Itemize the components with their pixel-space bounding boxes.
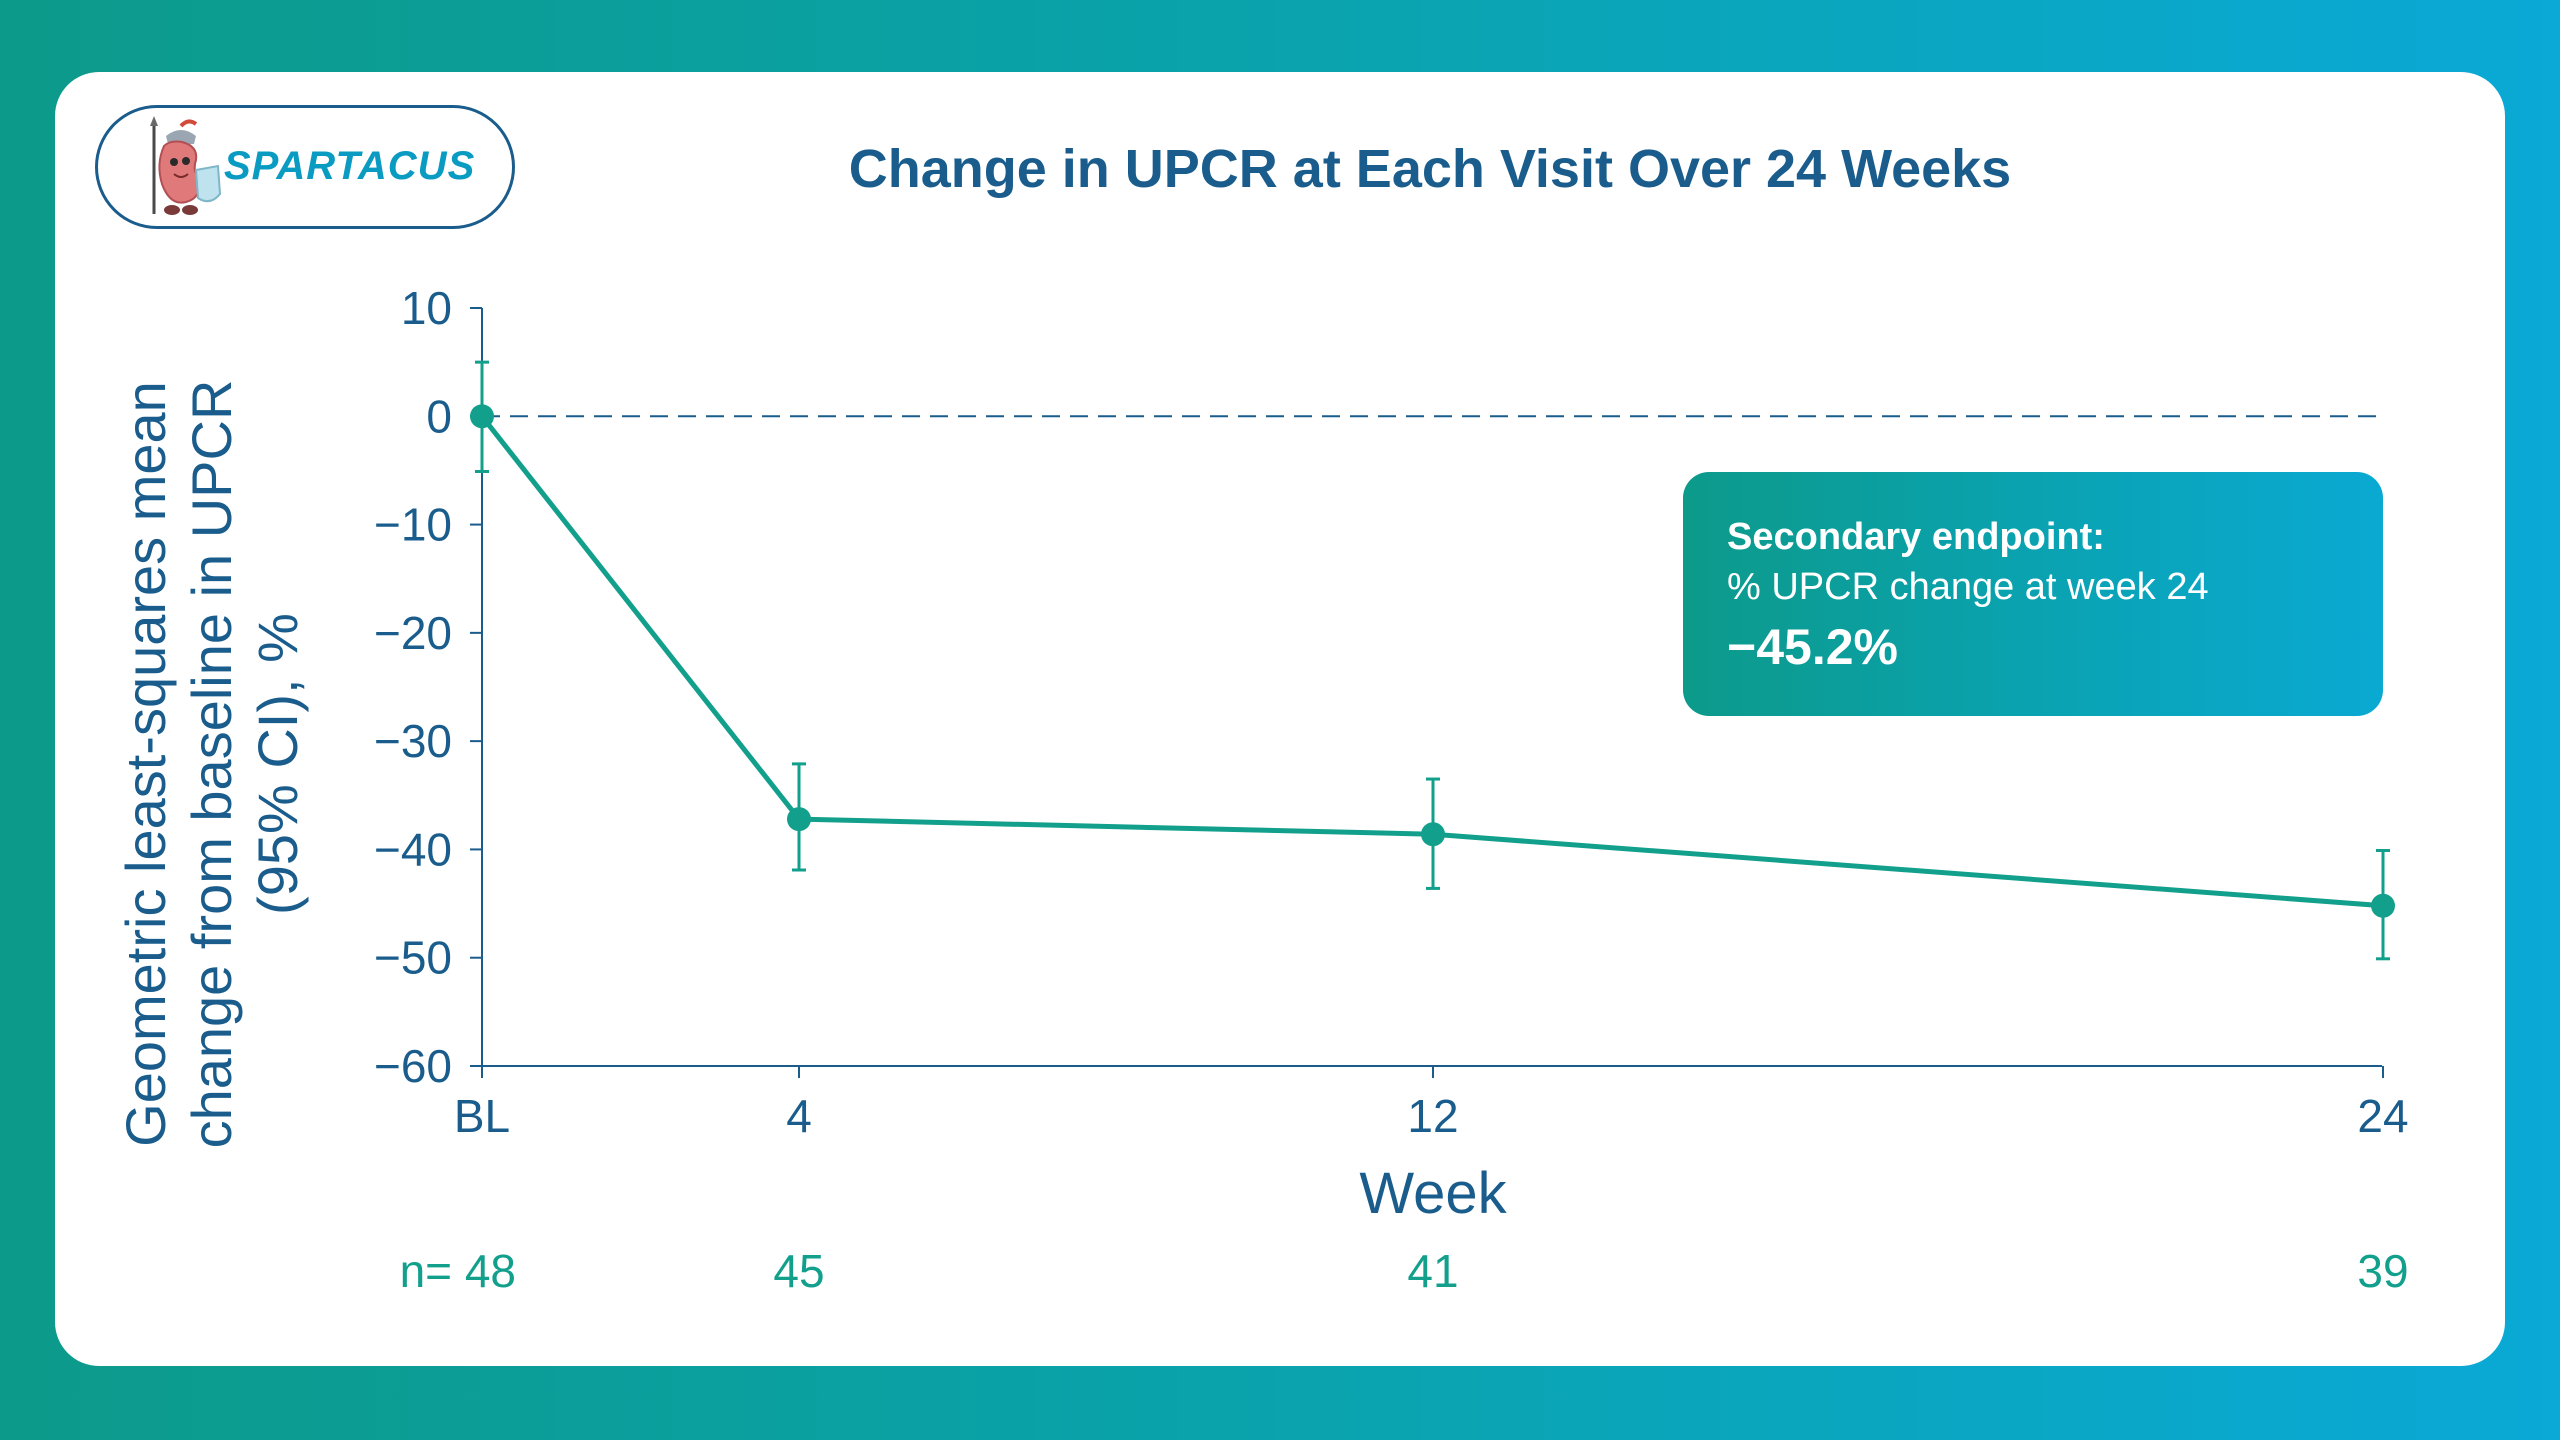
secondary-endpoint-callout: Secondary endpoint: % UPCR change at wee… (1683, 472, 2383, 716)
x-tick-label: 12 (1407, 1090, 1458, 1142)
slide-card (55, 72, 2505, 1366)
logo-wordmark: SPARTACUS (224, 144, 476, 188)
x-tick-label: 24 (2357, 1090, 2408, 1142)
chart-title: Change in UPCR at Each Visit Over 24 Wee… (848, 139, 2012, 199)
x-tick-label: 4 (786, 1090, 812, 1142)
x-tick-label: BL (454, 1090, 510, 1142)
data-point (470, 404, 494, 429)
data-point (787, 807, 811, 832)
y-tick-label: −50 (374, 932, 452, 984)
y-tick-label: −60 (374, 1040, 452, 1092)
series-line (480, 414, 2384, 909)
y-tick-label: −40 (374, 823, 452, 875)
x-axis-label: Week (1359, 1161, 1507, 1226)
kidney-warrior-mascot-icon (150, 116, 222, 215)
y-tick-label: 0 (426, 390, 452, 442)
callout-value: −45.2% (1727, 619, 1898, 675)
callout-subtitle: % UPCR change at week 24 (1727, 566, 2209, 608)
data-point (2371, 893, 2395, 918)
n-count-label: n= 48 (400, 1245, 516, 1297)
y-tick-label: −30 (374, 715, 452, 767)
callout-title: Secondary endpoint: (1727, 516, 2105, 558)
n-count-label: 45 (773, 1245, 824, 1297)
y-tick-label: −10 (374, 499, 452, 551)
spartacus-logo: SPARTACUS (95, 105, 515, 229)
y-tick-label: −20 (374, 607, 452, 659)
n-count-label: 41 (1407, 1245, 1458, 1297)
data-point (1421, 822, 1445, 847)
y-tick-label: 10 (401, 282, 452, 334)
n-count-label: 39 (2357, 1245, 2408, 1297)
